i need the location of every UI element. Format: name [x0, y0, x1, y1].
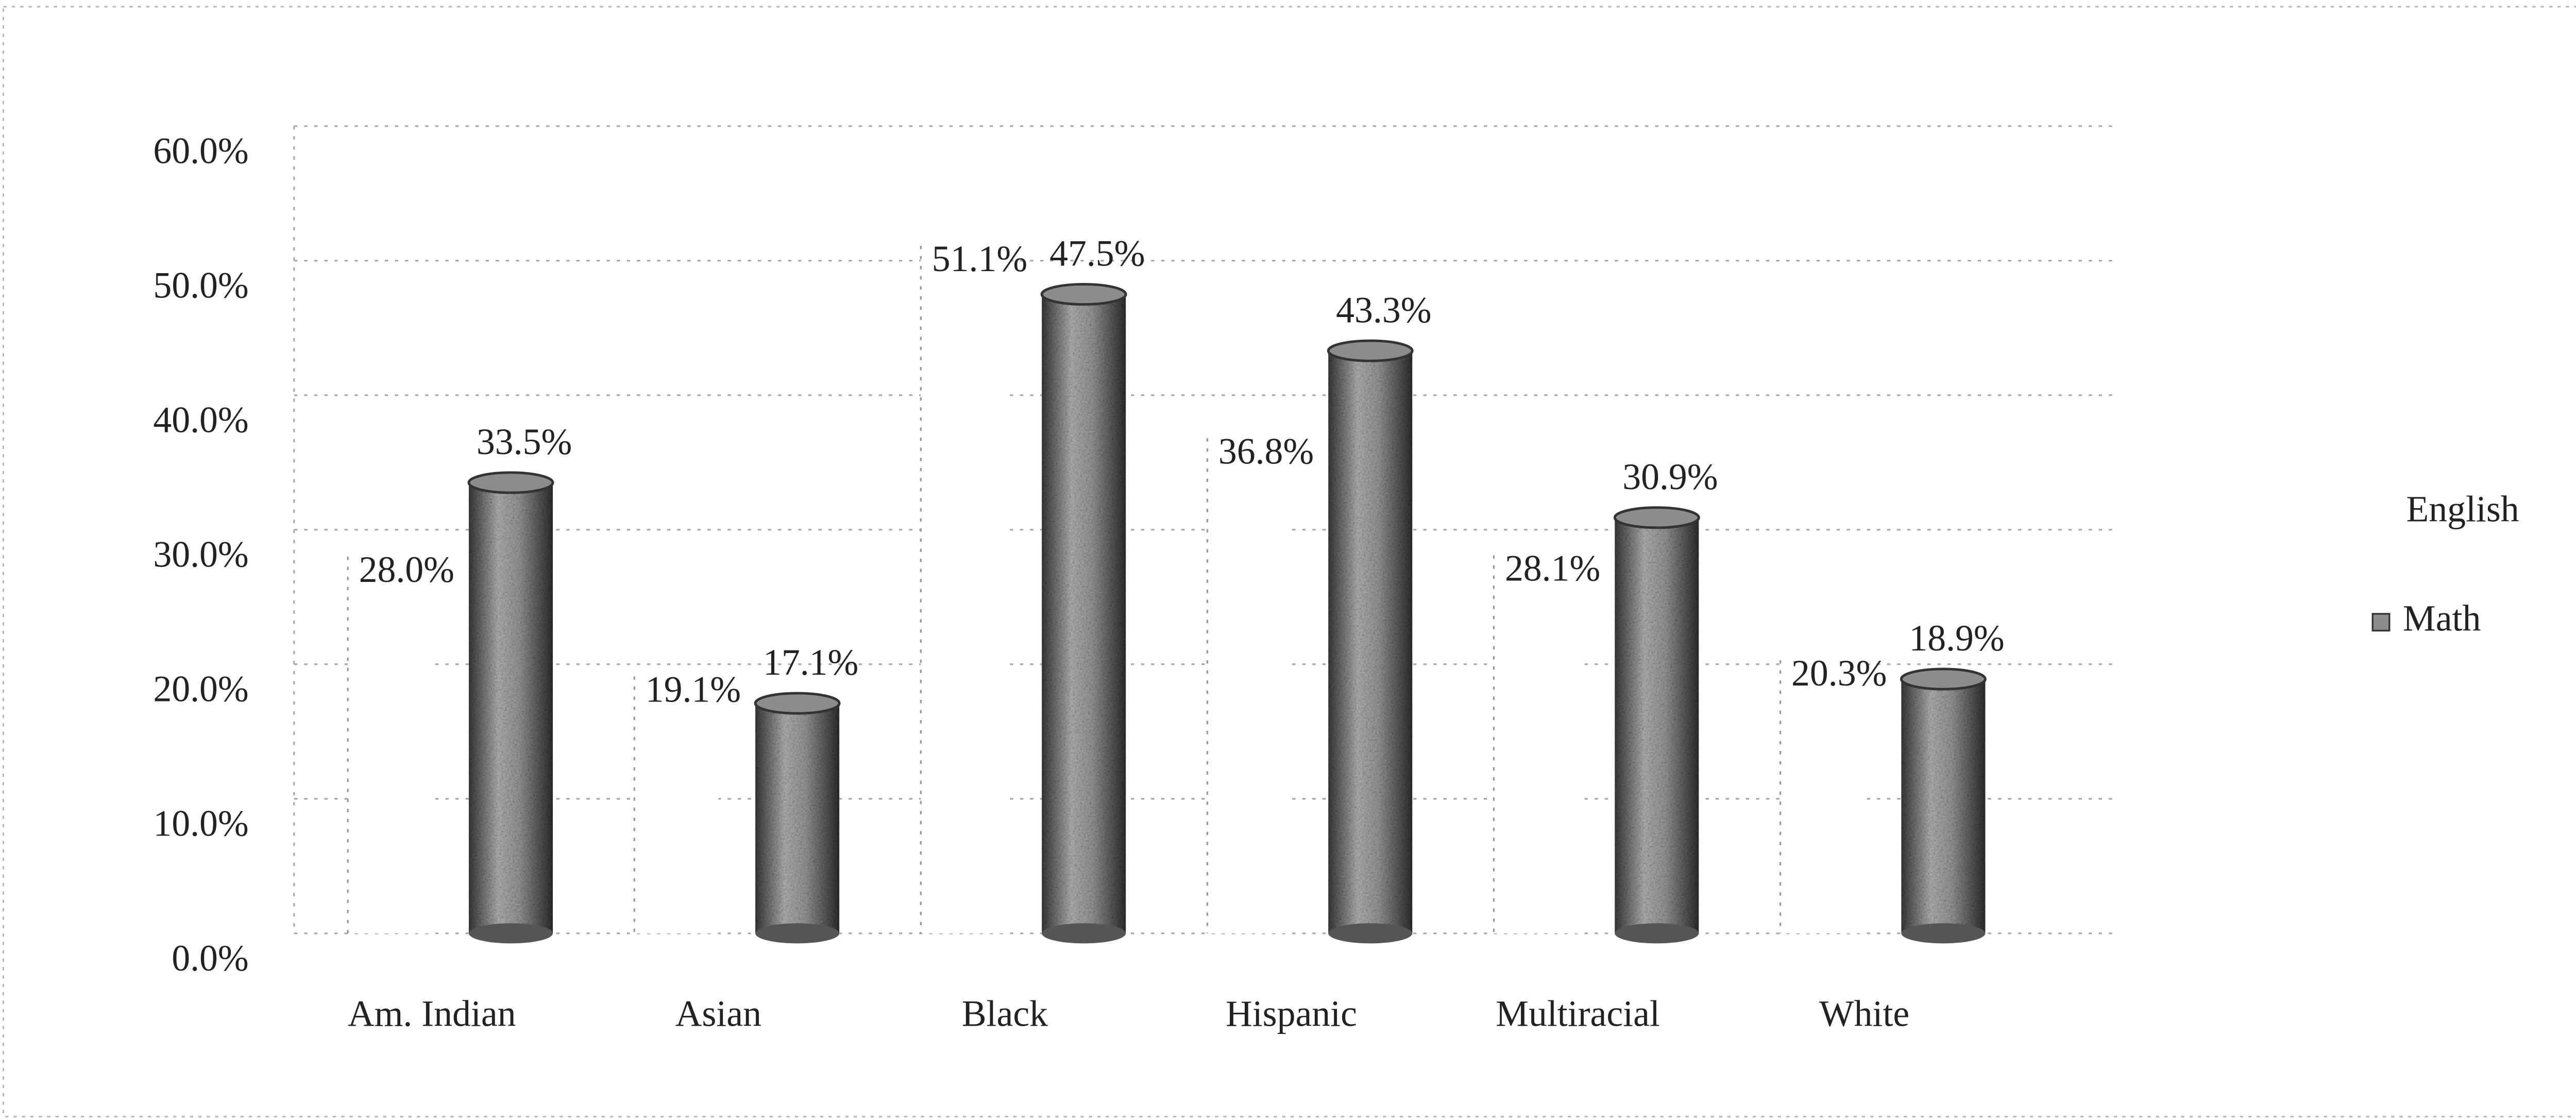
- data-label: 28.0%: [359, 549, 454, 590]
- legend-label: Math: [2403, 598, 2481, 639]
- legend-swatch: [2371, 613, 2391, 632]
- bar: [1613, 506, 1700, 944]
- bar: [920, 246, 1005, 933]
- x-tick-label: Multiracial: [1496, 993, 1660, 1034]
- y-tick-label: 10.0%: [153, 803, 248, 844]
- y-tick-label: 0.0%: [172, 938, 248, 979]
- x-tick-label: Am. Indian: [348, 993, 516, 1034]
- data-label: 47.5%: [1049, 233, 1145, 274]
- data-label: 36.8%: [1218, 430, 1314, 472]
- bar: [1040, 282, 1127, 944]
- bar: [347, 556, 432, 933]
- legend-label: English: [2406, 489, 2519, 530]
- x-tick-label: Hispanic: [1226, 993, 1357, 1034]
- data-label: 19.1%: [646, 668, 741, 710]
- bar: [1900, 667, 1987, 944]
- data-label: 17.1%: [763, 642, 858, 683]
- bar: [633, 676, 719, 933]
- bar: [1206, 438, 1292, 933]
- bar: [1493, 555, 1578, 933]
- chart-border: [2, 6, 2576, 1118]
- data-label: 30.9%: [1622, 456, 1718, 497]
- y-tick-label: 50.0%: [153, 265, 248, 306]
- y-tick-label: 20.0%: [153, 668, 248, 710]
- data-label: 20.3%: [1791, 653, 1887, 694]
- bar: [467, 471, 554, 944]
- y-tick-label: 30.0%: [153, 534, 248, 575]
- data-label: 18.9%: [1909, 617, 2004, 659]
- bar: [1327, 339, 1414, 944]
- y-tick-label: 40.0%: [153, 399, 248, 441]
- bar: [1779, 660, 1865, 933]
- y-tick-label: 60.0%: [153, 130, 248, 172]
- data-label: 43.3%: [1336, 289, 1431, 330]
- x-tick-label: White: [1819, 993, 1909, 1034]
- bar: [754, 692, 841, 944]
- data-label: 51.1%: [932, 238, 1027, 279]
- x-tick-label: Black: [962, 993, 1048, 1034]
- data-label: 33.5%: [477, 421, 572, 462]
- x-tick-label: Asian: [675, 993, 761, 1034]
- data-label: 28.1%: [1505, 547, 1600, 589]
